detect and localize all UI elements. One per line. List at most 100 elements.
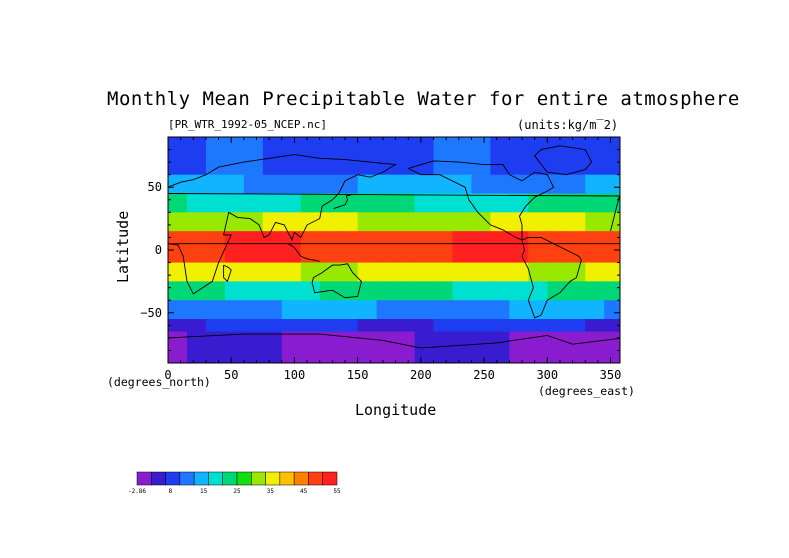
field-cell [414,231,435,264]
field-cell [528,331,548,363]
coastline-path [534,145,593,176]
field-cell [433,231,453,264]
field-cell [262,300,283,320]
field-cell [547,331,567,363]
field-cell [205,231,226,264]
axis-ticks: 0 50 100 150 200 250 300 350 50 0 −50 [140,137,621,382]
field-cell [433,300,453,320]
field-cell [604,319,620,333]
field-cell [281,331,302,363]
field-cell [452,212,472,232]
field-cell [528,193,548,213]
field-cell [452,262,472,282]
field-cell [281,212,302,232]
field-cell [376,319,397,333]
field-cell [300,331,321,363]
field-cell [395,212,416,232]
field-cell [414,212,435,232]
field-cell [281,174,302,194]
field-cell [566,319,586,333]
field-cell [224,174,245,194]
coastline-path [287,243,320,262]
field-cell [262,281,283,301]
field-cell [300,193,321,213]
precipitable-water-field [168,137,620,363]
field-cell [471,300,491,320]
field-cell [566,300,586,320]
field-cell [509,212,529,232]
field-cell [262,331,283,363]
field-cell [168,212,188,232]
field-cell [547,174,567,194]
coastline-path [311,263,362,299]
field-cell [585,319,605,333]
field-cell [243,193,264,213]
field-cell [243,319,264,333]
field-cell [433,262,453,282]
field-cell [452,300,472,320]
field-cell [357,137,378,176]
field-cell [471,193,491,213]
field-cell [585,281,605,301]
field-cell [566,231,586,264]
field-cell [338,319,359,333]
colorbar-label: -2.86 [128,488,146,495]
field-cell [547,300,567,320]
field-cell [452,174,472,194]
field-cell [509,262,529,282]
field-cell [168,137,188,176]
field-cell [338,212,359,232]
field-cell [414,174,435,194]
field-cell [433,331,453,363]
field-cell [604,212,620,232]
field-cell [300,137,321,176]
field-cell [262,212,283,232]
field-cell [262,319,283,333]
field-cell [547,262,567,282]
field-cell [395,137,416,176]
field-cell [585,174,605,194]
field-cell [490,193,510,213]
field-cell [547,231,567,264]
field-cell [433,281,453,301]
field-cell [224,281,245,301]
field-cell [471,231,491,264]
field-cell [376,193,397,213]
field-cell [547,137,567,176]
field-cell [395,319,416,333]
field-cell [395,331,416,363]
field-cell [168,281,188,301]
field-cell [224,262,245,282]
field-cell [357,212,378,232]
chart-title: Monthly Mean Precipitable Water for enti… [107,88,740,110]
field-cell [528,319,548,333]
field-cell [281,300,302,320]
field-cell [319,137,340,176]
field-cell [509,281,529,301]
field-cell [433,212,453,232]
source-file-label: [PR_WTR_1992-05_NCEP.nc] [168,118,327,131]
coastline-path [333,194,352,210]
coastline-path [168,333,620,349]
field-cell [566,137,586,176]
field-cell [186,319,207,333]
field-cell [528,137,548,176]
field-cell [338,137,359,176]
field-cell [395,300,416,320]
colorbar-swatch [179,471,195,486]
field-cell [357,300,378,320]
field-cell [395,193,416,213]
field-cell [168,300,188,320]
field-cell [338,231,359,264]
field-cell [585,212,605,232]
field-cell [414,281,435,301]
field-cell [566,193,586,213]
field-cell [224,137,245,176]
field-cell [338,262,359,282]
field-cell [243,212,264,232]
field-cell [357,174,378,194]
field-cell [376,231,397,264]
field-cell [319,331,340,363]
field-cell [300,319,321,333]
field-cell [262,231,283,264]
